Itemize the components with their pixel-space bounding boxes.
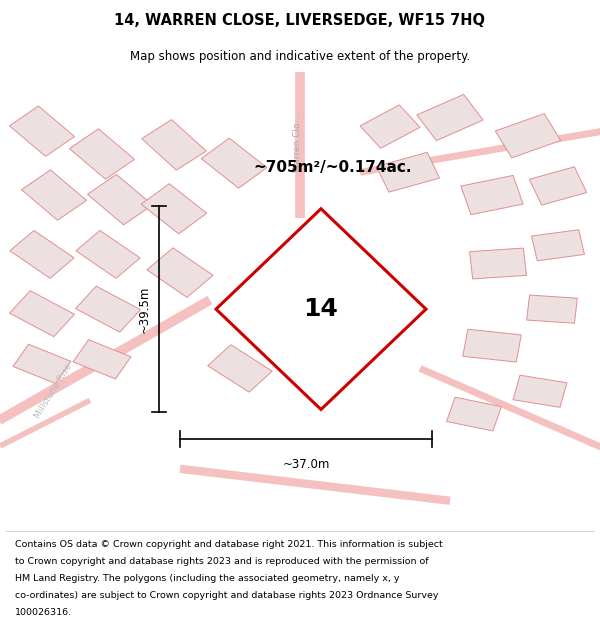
Text: 14, WARREN CLOSE, LIVERSEDGE, WF15 7HQ: 14, WARREN CLOSE, LIVERSEDGE, WF15 7HQ — [115, 12, 485, 28]
Polygon shape — [88, 174, 152, 225]
Polygon shape — [76, 231, 140, 278]
Text: to Crown copyright and database rights 2023 and is reproduced with the permissio: to Crown copyright and database rights 2… — [15, 557, 428, 566]
Polygon shape — [376, 152, 440, 192]
Polygon shape — [463, 329, 521, 362]
Polygon shape — [527, 295, 577, 323]
Polygon shape — [216, 209, 426, 409]
Polygon shape — [417, 94, 483, 141]
Polygon shape — [446, 398, 502, 431]
Polygon shape — [141, 184, 207, 234]
Polygon shape — [461, 176, 523, 215]
Text: Contains OS data © Crown copyright and database right 2021. This information is : Contains OS data © Crown copyright and d… — [15, 540, 443, 549]
Polygon shape — [360, 105, 420, 148]
Polygon shape — [142, 119, 206, 170]
Polygon shape — [10, 291, 74, 337]
Polygon shape — [10, 106, 74, 156]
Polygon shape — [208, 345, 272, 392]
Polygon shape — [22, 170, 86, 220]
Polygon shape — [147, 248, 213, 298]
Text: HM Land Registry. The polygons (including the associated geometry, namely x, y: HM Land Registry. The polygons (includin… — [15, 574, 400, 582]
Polygon shape — [470, 248, 526, 279]
Text: Millstone Rise: Millstone Rise — [34, 362, 74, 420]
Text: co-ordinates) are subject to Crown copyright and database rights 2023 Ordnance S: co-ordinates) are subject to Crown copyr… — [15, 591, 439, 599]
Polygon shape — [73, 339, 131, 379]
Text: ~39.5m: ~39.5m — [137, 286, 151, 332]
Text: ~37.0m: ~37.0m — [283, 458, 329, 471]
Polygon shape — [76, 286, 140, 332]
Polygon shape — [532, 230, 584, 261]
Text: 14: 14 — [304, 297, 338, 321]
Polygon shape — [13, 344, 71, 384]
Text: Map shows position and indicative extent of the property.: Map shows position and indicative extent… — [130, 49, 470, 62]
Polygon shape — [201, 138, 267, 188]
Text: 100026316.: 100026316. — [15, 608, 72, 616]
Polygon shape — [495, 114, 561, 158]
Polygon shape — [10, 231, 74, 278]
Polygon shape — [70, 129, 134, 179]
Polygon shape — [513, 375, 567, 408]
Polygon shape — [529, 167, 587, 205]
Text: Warren Clo...: Warren Clo... — [293, 114, 302, 172]
Text: ~705m²/~0.174ac.: ~705m²/~0.174ac. — [254, 160, 412, 175]
